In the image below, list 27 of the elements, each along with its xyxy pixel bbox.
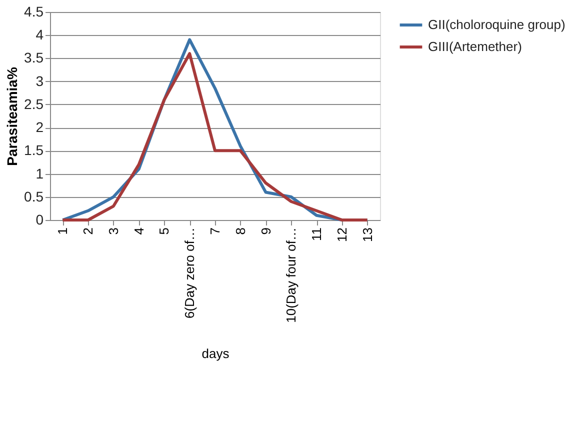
x-tick-label: 9 bbox=[258, 228, 274, 235]
x-tick-label: 7 bbox=[208, 228, 222, 235]
y-tick-label: 4 bbox=[36, 26, 44, 43]
y-tick-label: 2.5 bbox=[24, 96, 44, 112]
x-tick-label: 3 bbox=[106, 228, 121, 235]
x-tick-label: 4 bbox=[131, 228, 146, 235]
y-axis-title: Parasiteamia% bbox=[4, 66, 20, 166]
legend-label: GIII(Artemether) bbox=[428, 39, 522, 54]
y-tick-label: 4.5 bbox=[24, 4, 44, 20]
x-tick-label: 11 bbox=[309, 228, 324, 241]
y-tick-label: 3.5 bbox=[24, 50, 44, 66]
x-tick-label: 6(Day zero of… bbox=[182, 228, 198, 319]
x-tick-label: 5 bbox=[156, 228, 172, 235]
y-tick-label: 3 bbox=[36, 72, 44, 89]
y-tick-label: 1 bbox=[36, 165, 44, 182]
x-tick-label: 8 bbox=[232, 228, 248, 235]
y-tick-label: 0 bbox=[36, 212, 44, 228]
y-tick-label: 2 bbox=[36, 119, 44, 136]
y-tick-label: 0.5 bbox=[24, 188, 44, 204]
x-tick-label: 13 bbox=[360, 228, 375, 242]
x-axis-title: days bbox=[202, 346, 230, 361]
x-tick-label: 10(Day four of… bbox=[284, 228, 299, 323]
x-tick-label: 12 bbox=[334, 228, 350, 242]
x-tick-label: 2 bbox=[80, 228, 96, 235]
legend-label: GII(choloroquine group) bbox=[428, 17, 566, 32]
x-tick-label: 1 bbox=[55, 228, 70, 235]
y-tick-label: 1.5 bbox=[24, 142, 44, 158]
